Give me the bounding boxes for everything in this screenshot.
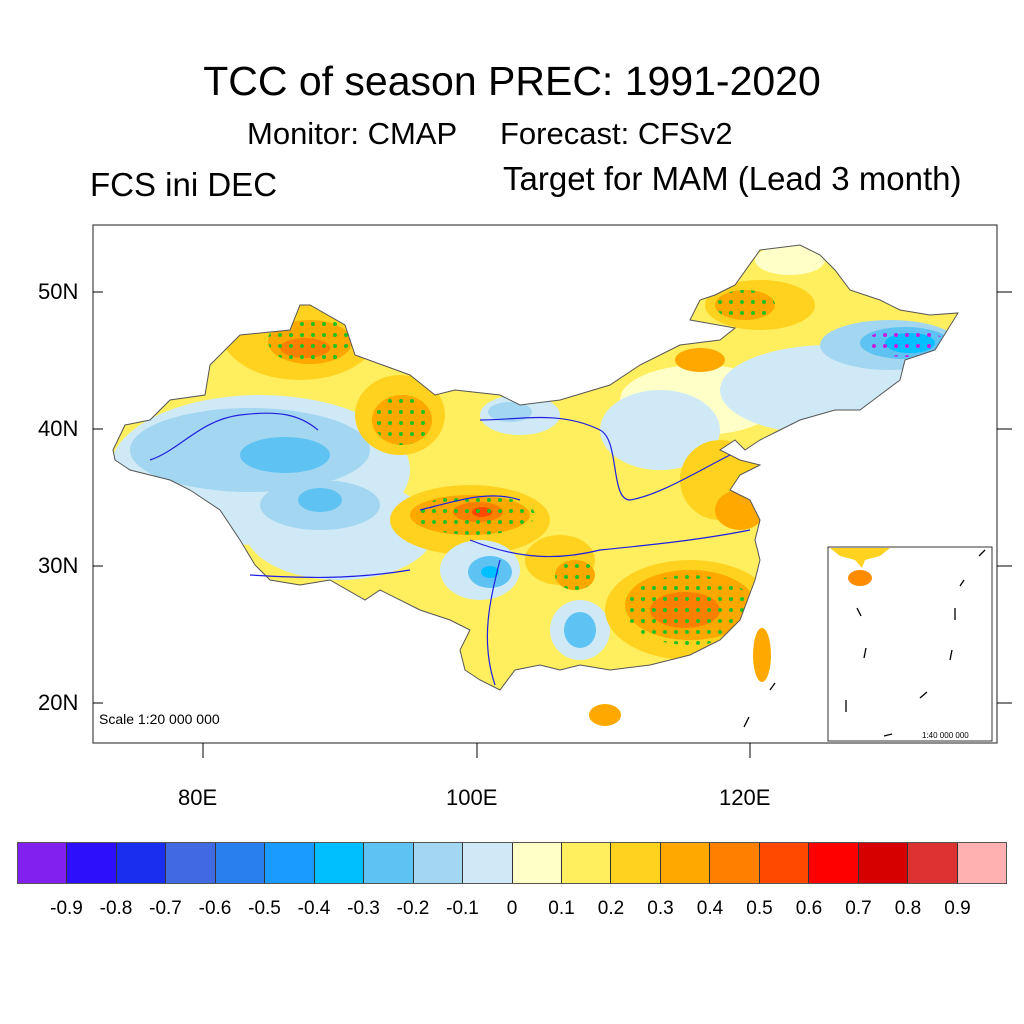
lat-label: 20N [38, 690, 79, 715]
chart-title: TCC of season PREC: 1991-2020 [203, 58, 821, 104]
colorbar-swatch [67, 843, 117, 883]
colorbar-swatch [809, 843, 859, 883]
china-border [112, 244, 959, 691]
colorbar-label: -0.9 [50, 898, 83, 919]
colorbar-label: 0.1 [548, 898, 575, 919]
colorbar-swatch [858, 843, 909, 883]
colorbar-label: -0.7 [149, 898, 182, 919]
colorbar-swatch [561, 843, 612, 883]
colorbar-label: -0.3 [347, 898, 380, 919]
axis-ticks [93, 291, 1012, 758]
lat-label: 50N [38, 279, 79, 304]
colorbar-swatch [710, 843, 760, 883]
lat-label: 30N [38, 553, 79, 578]
lat-label: 40N [38, 416, 79, 441]
colorbar-swatch [18, 843, 68, 883]
colorbar-swatch [364, 843, 414, 883]
colorbar-label: 0.7 [845, 898, 872, 919]
colorbar-swatch [512, 843, 562, 883]
colorbar-label: 0.8 [894, 898, 922, 919]
lon-label: 120E [719, 785, 771, 810]
colorbar-label: -0.8 [99, 898, 133, 919]
colorbar-label: -0.5 [248, 898, 281, 919]
lon-label: 100E [446, 785, 498, 810]
colorbar-swatch [611, 843, 661, 883]
inset-scale-label: 1:40 000 000 [922, 731, 969, 740]
colorbar-label: -0.6 [198, 898, 232, 919]
colorbar-label: -0.2 [396, 898, 430, 919]
colorbar-swatch [166, 843, 216, 883]
inset-coast [830, 548, 890, 568]
colorbar-label: 0.3 [647, 898, 674, 919]
colorbar-swatch [908, 843, 958, 883]
colorbar-swatch [957, 843, 1007, 883]
monitor-label: Monitor: CMAP [247, 116, 458, 151]
colorbar-swatch [314, 843, 365, 883]
colorbar-label: 0.9 [944, 898, 971, 919]
colorbar-swatch [265, 843, 315, 883]
inset-dash-line [743, 549, 986, 737]
colorbar-label: -0.4 [297, 898, 331, 919]
colorbar-swatch [215, 843, 266, 883]
lon-label: 80E [178, 785, 218, 810]
target-label: Target for MAM (Lead 3 month) [503, 160, 962, 197]
colorbar-swatch [116, 843, 167, 883]
colorbar-label: -0.1 [446, 898, 479, 919]
colorbar-swatch [660, 843, 711, 883]
colorbar-swatch [759, 843, 810, 883]
colorbar [17, 842, 1007, 884]
scale-label: Scale 1:20 000 000 [99, 711, 220, 727]
colorbar-label: 0.4 [696, 898, 724, 919]
rivers [149, 412, 751, 686]
colorbar-label: 0 [506, 898, 518, 919]
colorbar-swatch [413, 843, 464, 883]
colorbar-label: 0.2 [597, 898, 625, 919]
colorbar-swatch [463, 843, 513, 883]
inset-hainan [848, 570, 872, 586]
colorbar-label: 0.6 [795, 898, 823, 919]
colorbar-label: 0.5 [746, 898, 773, 919]
init-label: FCS ini DEC [90, 166, 278, 203]
forecast-label: Forecast: CFSv2 [500, 116, 733, 151]
